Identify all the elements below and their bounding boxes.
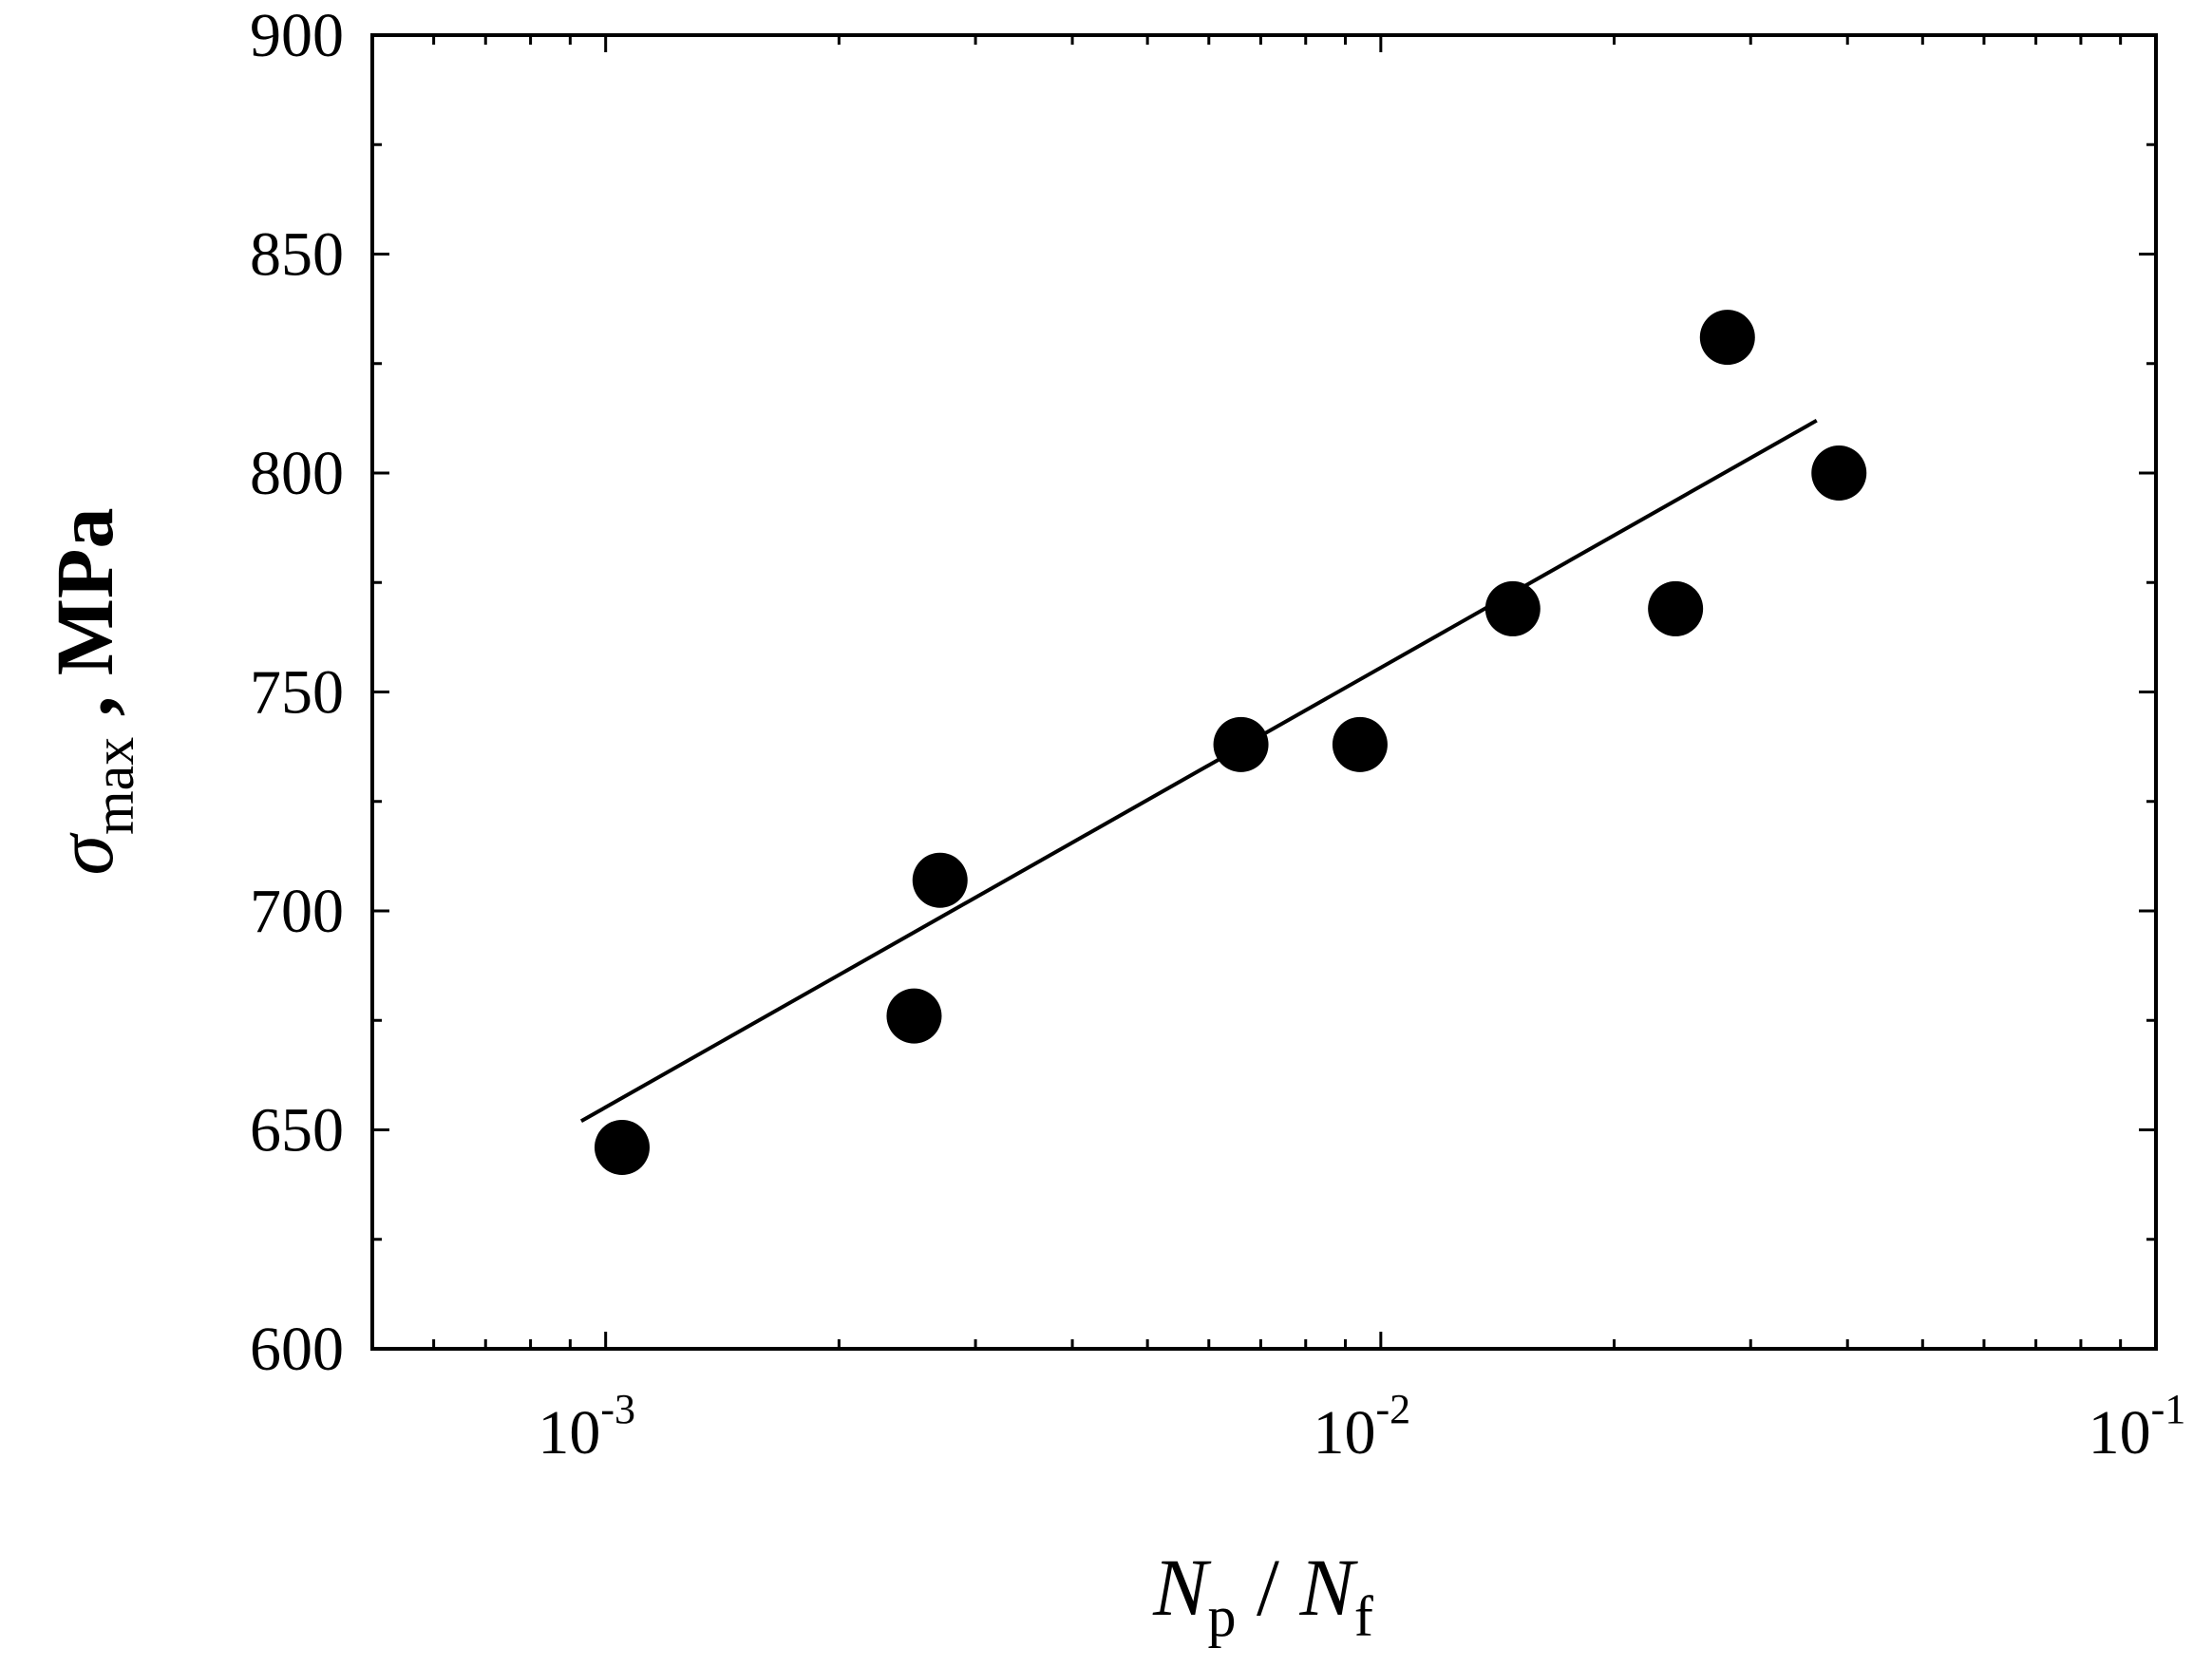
x-tick-label: 10-3: [538, 1386, 635, 1468]
y-axis-title-symbol: σ: [39, 831, 130, 875]
data-point: [1811, 445, 1867, 501]
x-axis-title-n2: N: [1298, 1542, 1358, 1633]
x-axis-title-n1: N: [1152, 1542, 1212, 1633]
y-axis-title: σmax , MPa: [39, 508, 145, 876]
data-point: [1484, 580, 1541, 636]
plot-frame: [370, 33, 2158, 1351]
x-axis-title-sep: /: [1237, 1542, 1300, 1633]
y-tick-label: 650: [250, 1096, 344, 1165]
y-tick-label: 750: [250, 658, 344, 728]
tick-labels: 600 650 700 750 800 850 900 10-3 10-2 10-1: [250, 1, 2185, 1468]
y-axis-title-unit: , MPa: [39, 508, 130, 737]
y-tick-label: 800: [250, 439, 344, 508]
x-axis-title: Np / Nf: [1152, 1542, 1373, 1648]
fit-line: [579, 418, 1818, 1124]
data-point: [1648, 580, 1704, 636]
y-axis-title-sub: max: [83, 737, 145, 835]
y-tick-label: 700: [250, 877, 344, 946]
y-tick-label: 900: [250, 1, 344, 70]
data-point: [1699, 310, 1755, 366]
x-tick-label: 10-2: [1314, 1386, 1411, 1468]
svg-text:Np / Nf: Np / Nf: [1152, 1542, 1373, 1648]
data-point: [886, 988, 942, 1044]
data-point: [1332, 716, 1388, 772]
data-point: [1213, 716, 1269, 772]
svg-text:σmax , MPa: σmax , MPa: [39, 508, 145, 876]
x-axis-title-sub1: p: [1208, 1585, 1237, 1648]
y-tick-label: 850: [250, 220, 344, 290]
plot-marks: [579, 310, 1867, 1175]
y-tick-label: 600: [250, 1315, 344, 1384]
x-tick-label: 10-1: [2089, 1386, 2186, 1468]
x-axis-title-sub2: f: [1354, 1585, 1373, 1648]
data-point: [594, 1119, 650, 1175]
data-point: [912, 852, 968, 908]
